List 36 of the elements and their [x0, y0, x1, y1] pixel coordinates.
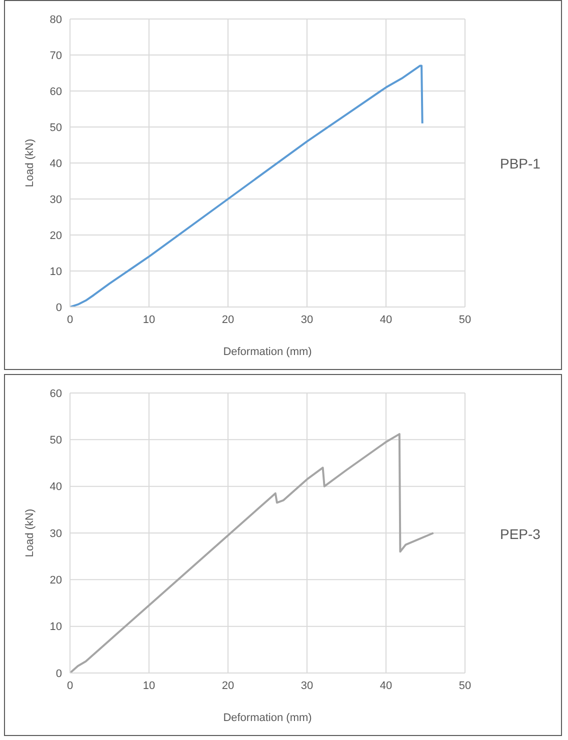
- x-tick-label: 50: [458, 314, 472, 326]
- y-tick-label: 30: [50, 528, 62, 540]
- y-tick-label: 10: [50, 266, 62, 278]
- x-axis-title: Deformation (mm): [223, 712, 312, 724]
- x-tick-label: 50: [458, 680, 472, 692]
- x-tick-label: 0: [66, 314, 74, 326]
- x-tick-label: 30: [300, 314, 314, 326]
- y-tick-label: 50: [50, 122, 62, 134]
- y-tick-label: 0: [56, 302, 62, 314]
- x-tick-label: 30: [300, 680, 314, 692]
- y-tick-label: 40: [50, 158, 62, 170]
- y-tick-label: 60: [50, 388, 62, 400]
- text: PBP-1: [500, 155, 541, 172]
- y-tick-label: 50: [50, 434, 62, 447]
- line-series: [70, 64, 424, 307]
- y-tick-label: 20: [50, 574, 62, 587]
- y-tick-label: 0: [56, 668, 62, 680]
- x-tick-label: 40: [380, 680, 392, 692]
- y-axis-title: Load (kN): [24, 508, 36, 558]
- y-axis-title: Load (kN): [24, 138, 36, 188]
- x-tick-label: 20: [222, 314, 234, 326]
- x-tick-label: 10: [142, 680, 156, 692]
- x-tick-label: 10: [142, 314, 156, 326]
- y-tick-label: 70: [50, 50, 62, 62]
- y-tick-label: 40: [50, 481, 62, 494]
- x-axis-title: Deformation (mm): [223, 346, 312, 358]
- y-tick-label: 20: [50, 230, 62, 242]
- y-tick-label: 60: [50, 86, 62, 98]
- x-tick-label: 0: [66, 680, 74, 692]
- text: PEP-3: [500, 526, 541, 542]
- y-tick-label: 10: [50, 621, 62, 634]
- y-tick-label: 80: [50, 14, 62, 26]
- y-tick-label: 30: [50, 194, 62, 206]
- x-tick-label: 20: [222, 680, 234, 692]
- line-series: [70, 433, 434, 673]
- x-tick-label: 40: [380, 314, 392, 326]
